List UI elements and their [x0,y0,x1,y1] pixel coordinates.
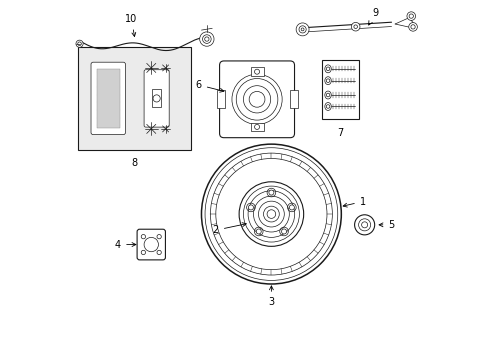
Circle shape [408,23,416,31]
Circle shape [351,22,359,31]
Circle shape [157,234,161,239]
Text: 8: 8 [131,158,137,168]
Circle shape [406,12,415,21]
Bar [290,90,298,108]
FancyBboxPatch shape [144,70,169,127]
Circle shape [248,205,253,210]
Text: 2: 2 [212,223,246,235]
FancyBboxPatch shape [137,229,165,260]
Circle shape [141,250,145,255]
Ellipse shape [324,91,330,99]
Circle shape [289,205,294,210]
Text: 9: 9 [368,8,378,25]
Circle shape [325,67,329,71]
Text: 10: 10 [125,14,138,36]
Circle shape [254,69,259,74]
Circle shape [141,234,145,239]
Circle shape [325,93,329,97]
Text: 5: 5 [378,220,394,230]
Circle shape [239,182,303,246]
Text: 7: 7 [337,128,343,138]
FancyBboxPatch shape [91,62,125,135]
Ellipse shape [324,65,330,73]
Circle shape [325,79,329,82]
Text: 3: 3 [268,286,274,307]
Circle shape [76,40,83,47]
Circle shape [268,190,273,195]
Ellipse shape [324,77,330,85]
Bar [97,69,120,128]
Circle shape [157,250,161,255]
Circle shape [296,23,308,36]
Bar [321,60,359,119]
Text: 4: 4 [115,239,136,249]
Bar [216,90,224,108]
Circle shape [354,215,374,235]
FancyBboxPatch shape [219,61,294,138]
Bar [152,89,161,107]
Circle shape [153,95,160,102]
Text: 6: 6 [195,80,224,92]
Bar [250,67,263,76]
Circle shape [281,229,286,234]
Bar [250,123,263,131]
Bar [78,47,190,149]
Ellipse shape [324,103,330,111]
Circle shape [256,229,261,234]
Circle shape [199,32,214,46]
Circle shape [201,144,341,284]
Text: 1: 1 [343,197,365,207]
Circle shape [254,125,259,130]
Circle shape [325,105,329,108]
